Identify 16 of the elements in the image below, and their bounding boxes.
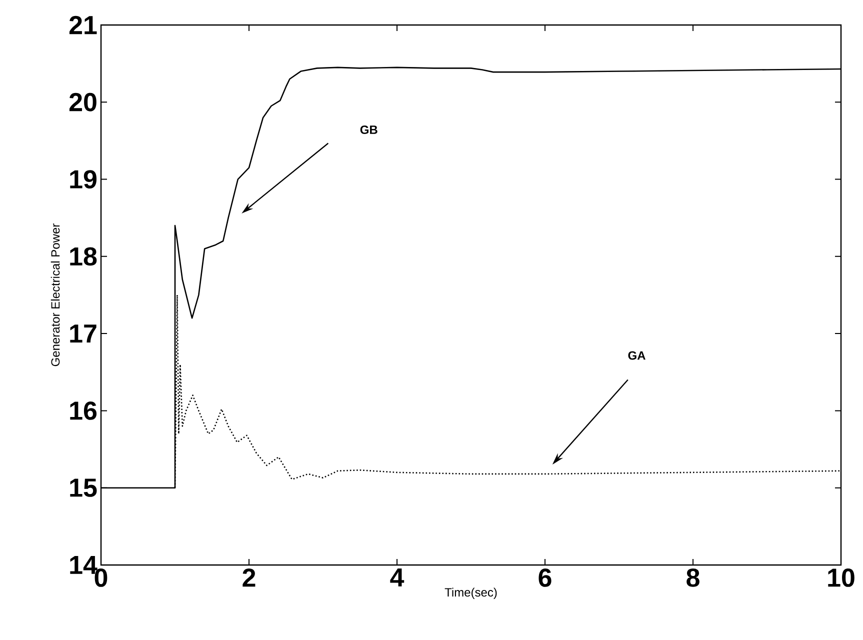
annotation: GA xyxy=(628,351,646,360)
x-tick-label: 6 xyxy=(538,568,552,587)
y-axis-title: Generator Electrical Power xyxy=(50,224,60,366)
y-tick-label: 21 xyxy=(69,16,97,34)
y-tick-label: 20 xyxy=(69,92,96,112)
y-tick-label: 19 xyxy=(70,170,97,188)
x-tick-label: 10 xyxy=(828,568,854,587)
y-tick-label: 18 xyxy=(70,247,97,266)
x-tick-label: 8 xyxy=(686,568,700,587)
x-tick-label: 4 xyxy=(390,568,404,586)
annotation: GB xyxy=(360,126,378,134)
x-tick-label: 2 xyxy=(242,568,256,587)
x-axis-title: Time(sec) xyxy=(444,588,497,599)
y-tick-label: 15 xyxy=(70,478,97,497)
y-tick-label: 17 xyxy=(70,324,96,343)
y-tick-label: 16 xyxy=(70,401,97,420)
